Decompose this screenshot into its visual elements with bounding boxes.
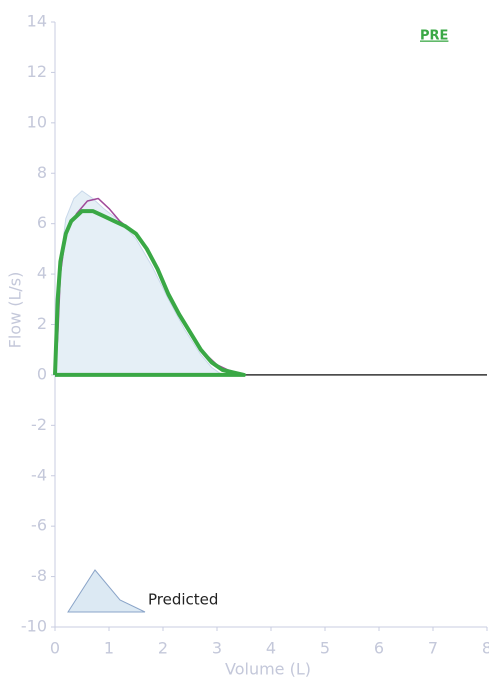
x-tick-label: 3 [212, 639, 222, 658]
y-tick-label: -10 [21, 617, 47, 636]
y-tick-label: 6 [37, 213, 47, 232]
y-tick-label: 10 [27, 112, 47, 131]
y-tick-label: -8 [31, 566, 47, 585]
x-tick-label: 5 [320, 639, 330, 658]
x-tick-label: 6 [374, 639, 384, 658]
y-tick-label: 2 [37, 314, 47, 333]
legend-icon [67, 569, 146, 613]
y-tick-label: -6 [31, 516, 47, 535]
y-axis-label: Flow (L/s) [6, 272, 25, 349]
pre-label: PRE [420, 29, 448, 44]
y-tick-label: 8 [37, 163, 47, 182]
x-tick-label: 7 [428, 639, 438, 658]
x-tick-label: 1 [104, 639, 114, 658]
x-tick-label: 8 [482, 639, 489, 658]
x-tick-label: 2 [158, 639, 168, 658]
y-tick-label: -4 [31, 465, 47, 484]
legend-label: Predicted [148, 591, 218, 609]
x-tick-label: 4 [266, 639, 276, 658]
y-tick-label: 4 [37, 264, 47, 283]
y-tick-label: 12 [27, 62, 47, 81]
y-tick-label: 14 [27, 12, 47, 31]
y-tick-label: 0 [37, 364, 47, 383]
x-axis-label: Volume (L) [225, 660, 311, 679]
x-tick-label: 0 [50, 639, 60, 658]
y-tick-label: -2 [31, 415, 47, 434]
flow-curve [53, 209, 246, 377]
